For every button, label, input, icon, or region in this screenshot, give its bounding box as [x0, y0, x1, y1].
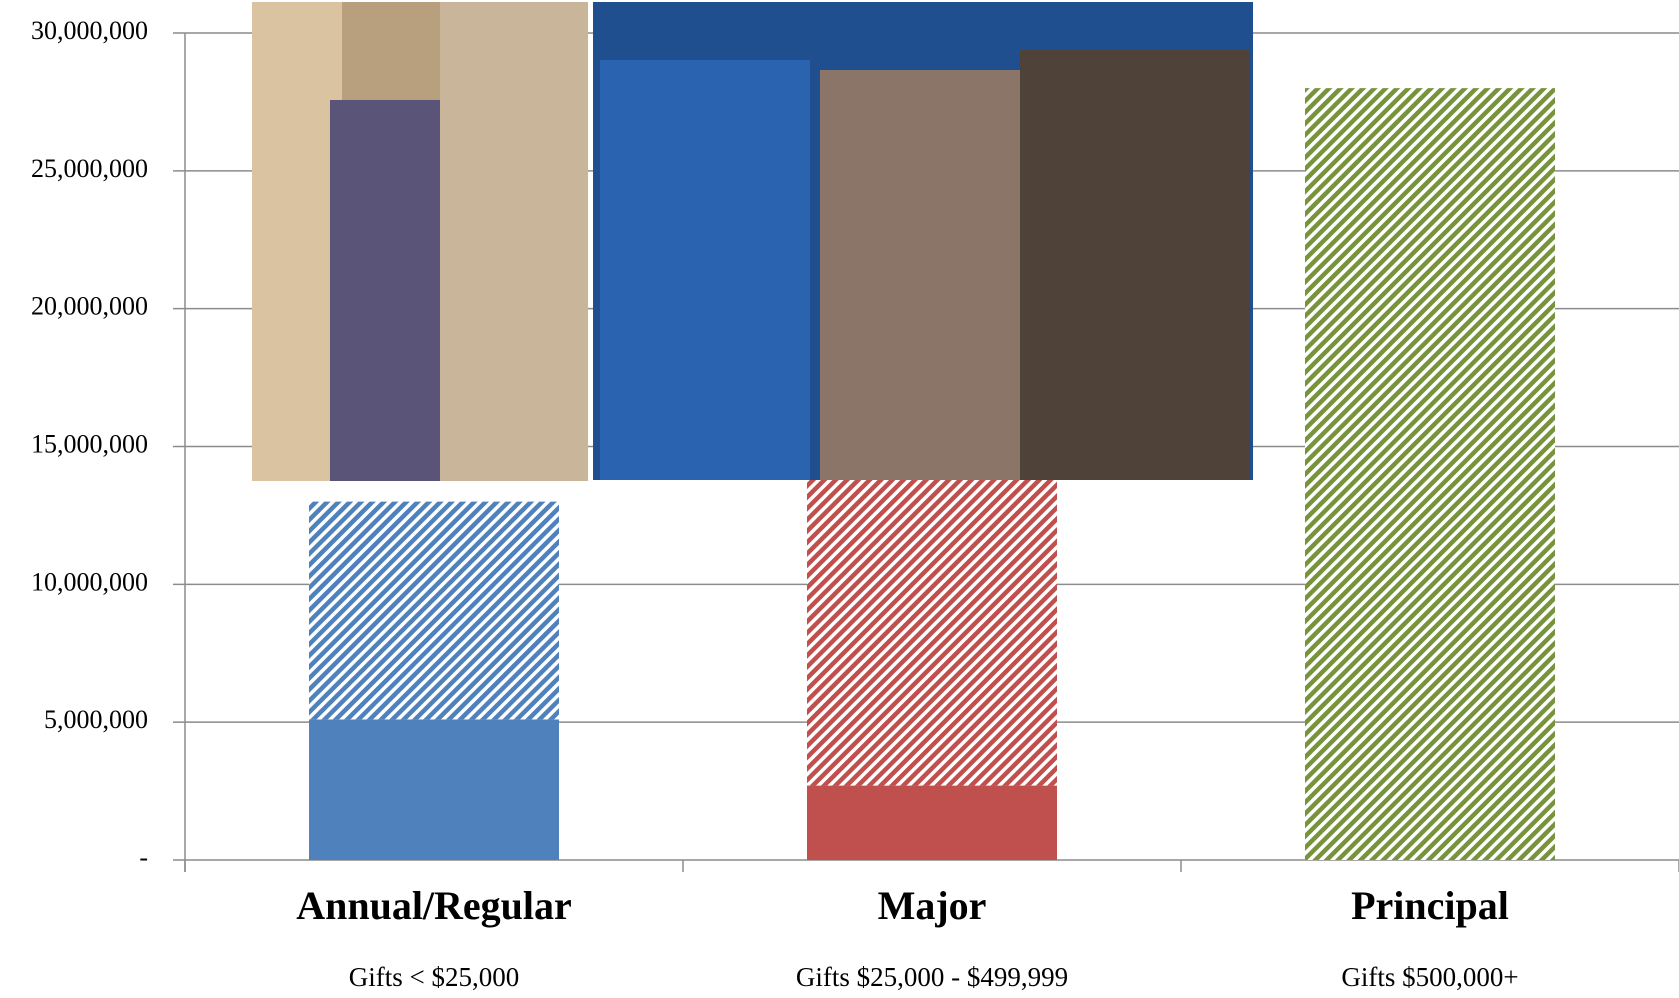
- category-note: Gifts $500,000+: [1341, 962, 1518, 992]
- bar-segment: [1305, 88, 1555, 861]
- bar-segment: [309, 719, 559, 860]
- bar-segment: [807, 785, 1057, 860]
- x-tick-label: Major: [878, 883, 987, 928]
- bar-segment: [807, 474, 1057, 786]
- category-note: Gifts < $25,000: [349, 962, 519, 992]
- photo-detail: [252, 2, 342, 481]
- photo-detail: [820, 70, 1020, 480]
- x-tick-label: Annual/Regular: [296, 883, 572, 928]
- y-tick-label: 5,000,000: [44, 705, 148, 734]
- photos: [252, 2, 1253, 481]
- y-tick-label: 20,000,000: [31, 292, 148, 321]
- photo-detail: [600, 60, 810, 480]
- y-tick-label: 30,000,000: [31, 16, 148, 45]
- category-note: Gifts $25,000 - $499,999: [796, 962, 1068, 992]
- y-tick-label: -: [139, 843, 148, 872]
- x-tick-label: Principal: [1351, 883, 1509, 928]
- photo-detail: [1020, 50, 1250, 480]
- y-tick-label: 10,000,000: [31, 567, 148, 596]
- bar-segment: [309, 501, 559, 720]
- photo-detail: [440, 2, 588, 481]
- y-tick-label: 15,000,000: [31, 429, 148, 458]
- y-tick-label: 25,000,000: [31, 154, 148, 183]
